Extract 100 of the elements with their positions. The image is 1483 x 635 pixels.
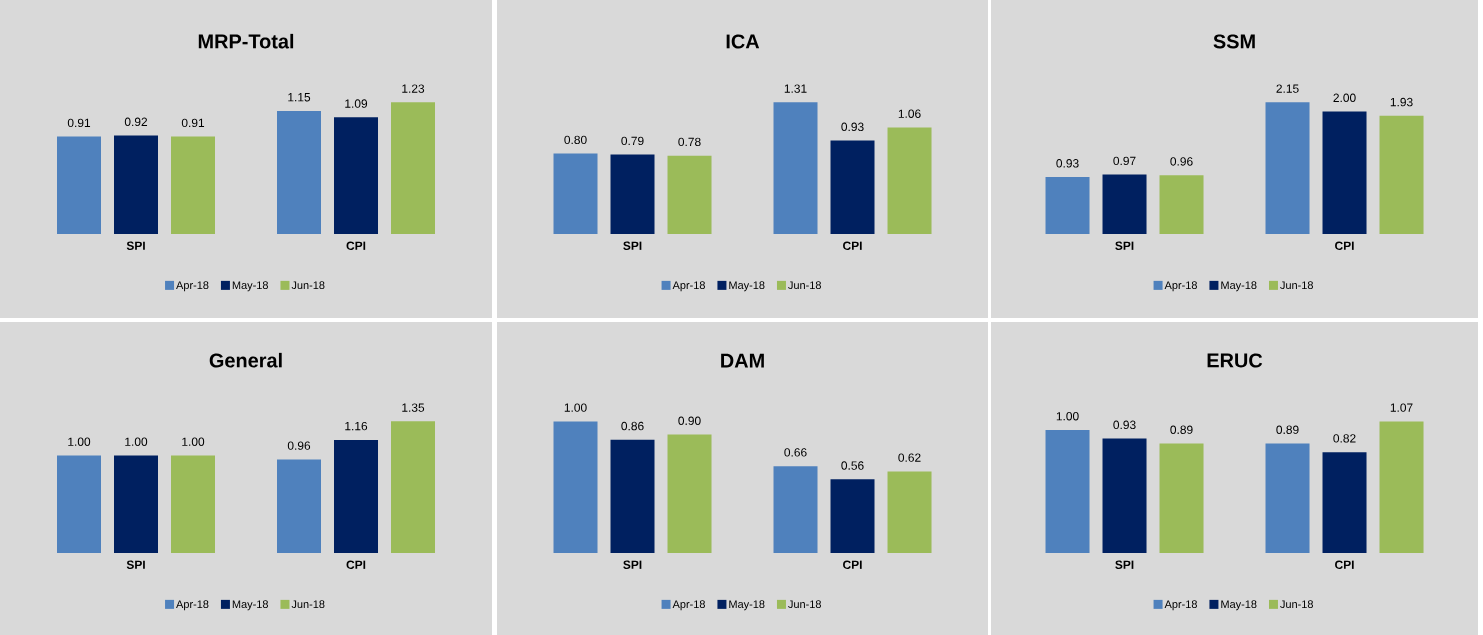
data-label: 0.91 [67,118,91,128]
chart-title: ERUC [1207,353,1263,368]
data-label: 1.31 [784,84,807,93]
chart-title: MRP-Total [198,33,294,49]
bar [773,466,818,553]
bar [1159,443,1204,553]
bar [887,471,932,553]
data-label: 2.00 [1333,93,1356,103]
data-label: 1.00 [564,403,587,412]
x-tick-label: CPI [843,560,862,569]
legend-label: Jun-18 [291,600,325,609]
data-label: 0.96 [1170,157,1193,166]
bar [1102,174,1147,234]
data-label: 0.82 [1333,434,1356,443]
x-tick-label: SPI [623,241,642,250]
data-label: 0.91 [181,118,205,128]
chart-title: SSM [1213,34,1255,49]
x-tick-label: SPI [623,560,642,569]
x-tick-label: SPI [1115,560,1134,569]
data-label: 0.66 [784,448,807,457]
data-label: 0.92 [124,117,148,127]
data-label: 1.23 [402,84,425,93]
data-label: 0.97 [1113,156,1136,166]
data-label: 1.15 [288,93,311,102]
legend-label: Apr-18 [176,281,209,292]
legend-label: Jun-18 [788,281,821,290]
bar [553,421,598,553]
bar [1379,421,1424,553]
x-tick-label: CPI [346,241,366,250]
legend-label: May-18 [1221,600,1257,611]
data-label: 1.09 [345,99,368,108]
bar [830,140,875,234]
bar [171,136,215,234]
data-label: 1.00 [68,437,91,446]
legend-label: Jun-18 [1280,600,1313,609]
x-tick-label: CPI [843,241,862,250]
data-label: 0.93 [841,122,864,132]
bar [1045,177,1090,234]
legend-label: May-18 [729,281,765,292]
x-tick-label: CPI [1335,560,1354,569]
data-label: 1.07 [1390,403,1413,412]
data-label: 1.93 [1390,97,1413,107]
legend-label: May-18 [232,281,268,292]
data-label: 0.56 [841,461,864,470]
bar [114,455,158,553]
bar [667,155,712,234]
data-label: 0.80 [564,135,587,145]
data-label: 2.15 [1276,84,1299,93]
bar [57,455,101,553]
bar [277,459,321,553]
data-label: 0.86 [621,421,644,431]
bar [1265,443,1310,553]
legend-label: Jun-18 [291,281,325,290]
legend-label: Apr-18 [1164,600,1197,611]
x-tick-label: CPI [346,560,366,569]
data-label: 0.62 [898,453,921,462]
bar [277,110,321,234]
bar [773,102,818,234]
legend-label: May-18 [729,600,765,611]
data-label: 0.78 [678,137,701,147]
data-label: 1.35 [402,403,425,412]
x-tick-label: SPI [1115,241,1134,250]
data-label: 1.16 [345,421,368,431]
bar [334,439,378,553]
bar [114,135,158,234]
bar [1045,429,1090,553]
x-tick-label: SPI [126,560,145,569]
legend-label: May-18 [232,600,268,611]
legend-label: May-18 [1221,281,1257,292]
bar [610,439,655,553]
legend-label: Jun-18 [788,600,821,609]
chart-title: General [209,352,282,368]
legend-label: Apr-18 [1164,281,1197,292]
bar [171,455,215,553]
x-tick-label: CPI [1335,241,1354,250]
data-label: 0.93 [1056,159,1079,168]
bar [610,154,655,234]
data-label: 0.89 [1170,425,1193,434]
bar [830,479,875,553]
legend-label: Apr-18 [672,600,705,611]
x-tick-label: SPI [126,241,145,250]
bar [887,127,932,234]
bar [667,434,712,553]
legend-label: Apr-18 [672,281,705,292]
bar [391,102,435,234]
legend-label: Apr-18 [176,600,209,611]
bar [1102,438,1147,553]
data-label: 0.89 [1276,425,1299,434]
bar [1322,452,1367,553]
data-label: 0.90 [678,416,701,426]
bar [1159,175,1204,234]
data-label: 1.00 [125,437,148,446]
legend-label: Jun-18 [1280,281,1313,290]
data-label: 0.96 [287,441,311,450]
bar [57,136,101,234]
chart-title: DAM [721,353,764,368]
bar [1322,111,1367,234]
bar [334,117,378,234]
bar [391,421,435,553]
data-label: 1.00 [1056,412,1079,421]
